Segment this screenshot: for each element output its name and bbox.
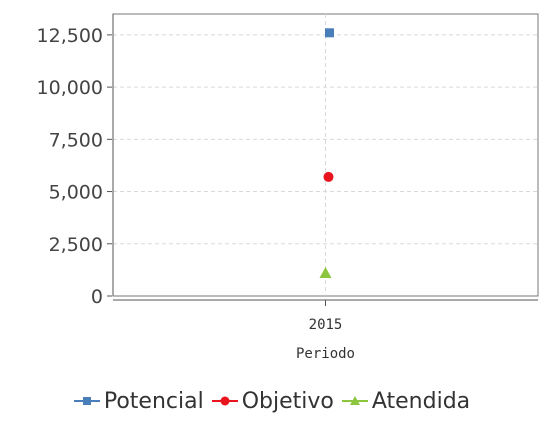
legend-label-objetivo: Objetivo <box>241 388 334 414</box>
legend-label-potencial: Potencial <box>103 388 204 414</box>
data-point-objetivo <box>323 171 334 182</box>
data-point-atendida <box>319 267 332 279</box>
circle-marker-icon <box>211 396 238 406</box>
y-tick-label: 5,000 <box>49 182 103 204</box>
square-marker-icon <box>73 397 100 405</box>
y-tick-label: 7,500 <box>49 129 103 151</box>
x-axis-title: Periodo <box>296 346 355 362</box>
y-tick-label: 12,500 <box>37 25 103 47</box>
legend-item-potencial[interactable]: Potencial <box>73 388 204 414</box>
legend-item-objetivo[interactable]: Objetivo <box>211 388 334 414</box>
x-tick-label: 2015 <box>309 317 343 333</box>
legend-item-atendida[interactable]: Atendida <box>341 388 471 414</box>
legend-label-atendida: Atendida <box>371 388 471 414</box>
y-tick-label: 2,500 <box>49 234 103 256</box>
y-tick-label: 0 <box>91 286 103 308</box>
legend: Potencial Objetivo Atendida <box>0 386 544 416</box>
y-tick-label: 10,000 <box>37 77 103 99</box>
data-point-potencial <box>325 28 334 38</box>
triangle-marker-icon <box>341 396 368 405</box>
